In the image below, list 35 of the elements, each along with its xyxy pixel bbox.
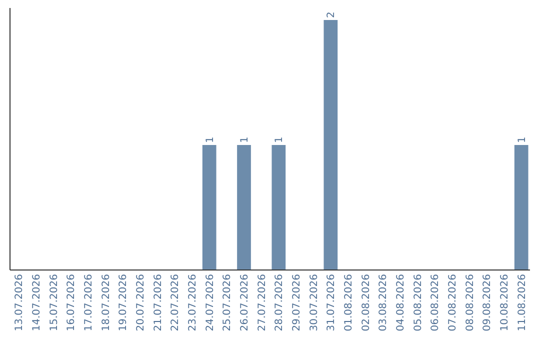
data-label: 1 bbox=[274, 136, 286, 143]
x-tick-label: 02.08.2026 bbox=[360, 274, 372, 332]
x-tick-label: 16.07.2026 bbox=[66, 274, 78, 332]
x-tick-label: 26.07.2026 bbox=[240, 274, 250, 332]
x-tick-label: 15.07.2026 bbox=[48, 274, 60, 332]
x-tick-label: 27.07.2026 bbox=[256, 274, 268, 332]
x-tick-label: 09.08.2026 bbox=[482, 274, 494, 332]
x-tick-label: 20.07.2026 bbox=[136, 274, 146, 332]
data-label: 1 bbox=[204, 136, 216, 143]
x-tick-label: 30.07.2026 bbox=[308, 274, 320, 332]
x-tick-label: 29.07.2026 bbox=[292, 274, 302, 332]
x-tick-label: 05.08.2026 bbox=[412, 274, 424, 332]
x-tick-label: 11.08.2026 bbox=[516, 274, 528, 332]
x-tick-label: 10.08.2026 bbox=[500, 274, 510, 332]
x-tick-label: 24.07.2026 bbox=[204, 274, 216, 332]
x-tick-label: 28.07.2026 bbox=[274, 274, 286, 332]
data-label: 1 bbox=[516, 136, 528, 143]
x-tick-label: 14.07.2026 bbox=[32, 274, 42, 332]
data-label: 2 bbox=[326, 12, 338, 18]
x-tick-label: 22.07.2026 bbox=[170, 274, 182, 332]
x-tick-label: 08.08.2026 bbox=[464, 274, 476, 332]
x-tick-label: 06.08.2026 bbox=[430, 274, 442, 332]
x-tick-label: 19.07.2026 bbox=[118, 274, 130, 332]
x-tick-label: 21.07.2026 bbox=[152, 274, 164, 332]
x-tick-label: 23.07.2026 bbox=[188, 274, 198, 332]
data-label: 1 bbox=[240, 136, 250, 143]
x-tick-label: 03.08.2026 bbox=[378, 274, 390, 332]
x-tick-label: 18.07.2026 bbox=[100, 274, 112, 332]
x-tick-label: 17.07.2026 bbox=[84, 274, 94, 332]
x-tick-label: 07.08.2026 bbox=[448, 274, 458, 332]
x-tick-label: 25.07.2026 bbox=[222, 274, 234, 332]
x-tick-label: 31.07.2026 bbox=[326, 274, 338, 332]
x-tick-label: 01.08.2026 bbox=[344, 274, 354, 332]
x-tick-label: 13.07.2026 bbox=[14, 274, 26, 332]
x-tick-label: 04.08.2026 bbox=[396, 274, 406, 332]
